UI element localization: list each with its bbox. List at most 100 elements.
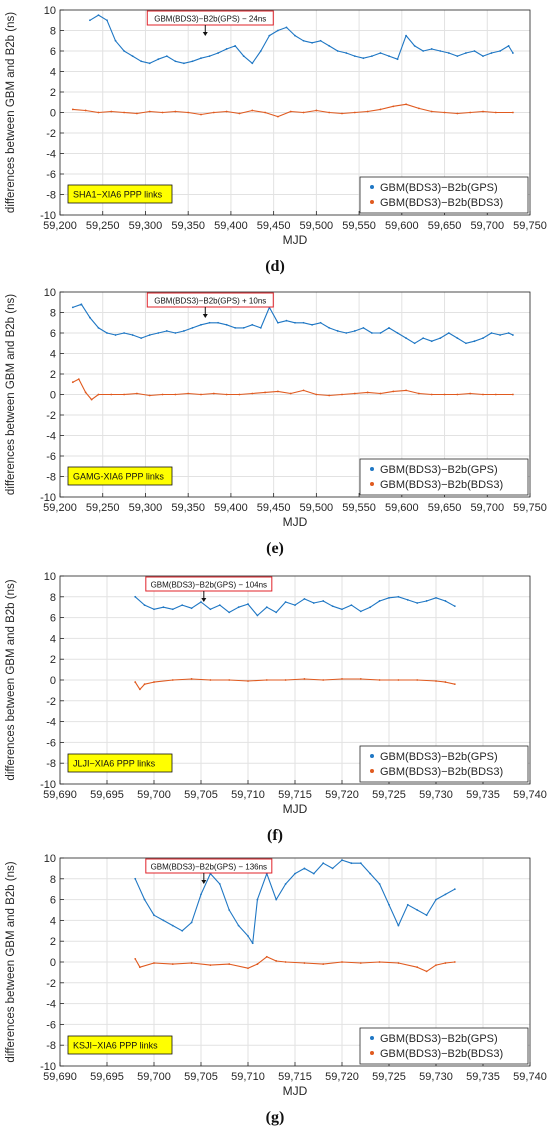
y-tick-label: -6	[46, 169, 56, 181]
data-point-0	[153, 608, 155, 611]
data-point-1	[174, 110, 177, 113]
data-point-1	[264, 111, 266, 114]
legend-entry-0: GBM(BDS3)−B2b(GPS)	[380, 182, 498, 194]
data-point-0	[331, 605, 334, 608]
data-point-1	[494, 111, 497, 114]
data-point-0	[319, 39, 322, 42]
data-point-0	[369, 872, 372, 875]
data-point-1	[161, 393, 164, 396]
data-point-1	[71, 381, 74, 384]
data-point-1	[469, 111, 472, 114]
x-tick-label: 59,740	[513, 1071, 547, 1083]
y-tick-label: 0	[50, 108, 56, 120]
data-point-0	[322, 862, 325, 865]
y-tick-label: 4	[50, 633, 56, 645]
data-point-1	[110, 393, 113, 396]
data-point-1	[110, 110, 113, 113]
data-point-0	[388, 55, 390, 58]
y-tick-label: -2	[46, 696, 56, 708]
data-point-1	[341, 961, 343, 963]
data-point-1	[482, 393, 484, 396]
annotation-text: GBM(BDS3)−B2b(GPS) − 136ns	[151, 863, 268, 872]
data-point-1	[153, 681, 155, 683]
data-point-1	[302, 389, 305, 392]
data-point-1	[171, 963, 174, 965]
data-point-0	[123, 50, 125, 52]
data-point-1	[315, 109, 318, 112]
y-tick-label: 4	[50, 915, 56, 927]
data-point-0	[331, 867, 334, 870]
x-tick-label: 59,250	[86, 220, 120, 232]
data-point-0	[507, 332, 510, 334]
data-point-0	[148, 334, 151, 336]
data-point-0	[171, 608, 174, 611]
data-point-0	[362, 326, 365, 329]
data-point-1	[228, 679, 231, 681]
data-point-1	[366, 110, 369, 113]
data-point-1	[289, 392, 292, 395]
data-point-1	[284, 961, 287, 963]
data-point-0	[134, 595, 137, 598]
x-tick-label: 59,400	[214, 502, 248, 514]
data-point-0	[388, 903, 390, 906]
arrow-head-icon	[201, 880, 207, 884]
y-tick-label: -4	[46, 999, 56, 1011]
data-point-0	[234, 44, 237, 47]
data-point-1	[397, 679, 400, 681]
y-tick-label: 2	[50, 936, 56, 948]
data-point-0	[217, 52, 219, 54]
data-point-0	[247, 603, 249, 605]
data-point-1	[247, 967, 249, 970]
data-point-0	[482, 55, 484, 58]
arrow-head-icon	[202, 314, 208, 318]
data-point-0	[171, 924, 174, 927]
data-point-0	[490, 52, 493, 54]
data-point-1	[225, 393, 228, 396]
legend-entry-1: GBM(BDS3)−B2b(BDS3)	[380, 197, 503, 209]
link-label-box	[67, 1035, 173, 1055]
data-point-0	[181, 929, 184, 932]
data-point-0	[406, 599, 409, 601]
annotation-box	[145, 576, 273, 592]
x-tick-label: 59,725	[372, 789, 406, 801]
x-tick-label: 59,700	[137, 1071, 171, 1083]
data-point-0	[512, 334, 514, 336]
data-point-0	[217, 321, 219, 324]
chart-panel-3: 59,690 59,695 59,700 59,705 59,710 59,715 59,7…	[5, 853, 547, 1126]
data-point-1	[97, 111, 100, 114]
data-point-0	[165, 330, 168, 332]
data-point-0	[341, 608, 343, 611]
x-tick-label: 59,350	[171, 220, 205, 232]
x-tick-label: 59,700	[137, 789, 171, 801]
legend-marker-0	[370, 467, 374, 471]
data-point-0	[294, 604, 296, 607]
data-point-0	[353, 330, 356, 332]
y-tick-label: 4	[50, 349, 56, 361]
data-point-1	[315, 393, 318, 396]
data-point-0	[405, 337, 407, 340]
legend-entry-1: GBM(BDS3)−B2b(BDS3)	[380, 1048, 503, 1060]
data-point-0	[131, 55, 134, 58]
y-tick-label: -4	[46, 149, 56, 161]
data-point-0	[378, 600, 381, 602]
y-axis-label: differences between GBM and B2b (ns)	[5, 12, 17, 213]
data-point-1	[251, 109, 254, 112]
data-point-0	[507, 44, 510, 47]
data-point-1	[302, 111, 305, 114]
data-point-1	[247, 680, 249, 682]
legend-box	[359, 745, 529, 783]
data-point-0	[165, 55, 168, 58]
data-point-1	[187, 111, 190, 114]
data-point-1	[228, 963, 231, 965]
data-point-1	[359, 678, 362, 680]
data-point-1	[275, 960, 278, 962]
x-axis-label: MJD	[283, 802, 308, 816]
data-point-0	[259, 326, 262, 329]
data-point-0	[444, 600, 447, 602]
data-point-1	[443, 393, 446, 396]
series-line-0	[134, 859, 456, 944]
data-point-0	[405, 34, 407, 37]
data-point-1	[143, 683, 146, 686]
data-point-0	[435, 596, 437, 599]
data-point-1	[200, 393, 202, 396]
